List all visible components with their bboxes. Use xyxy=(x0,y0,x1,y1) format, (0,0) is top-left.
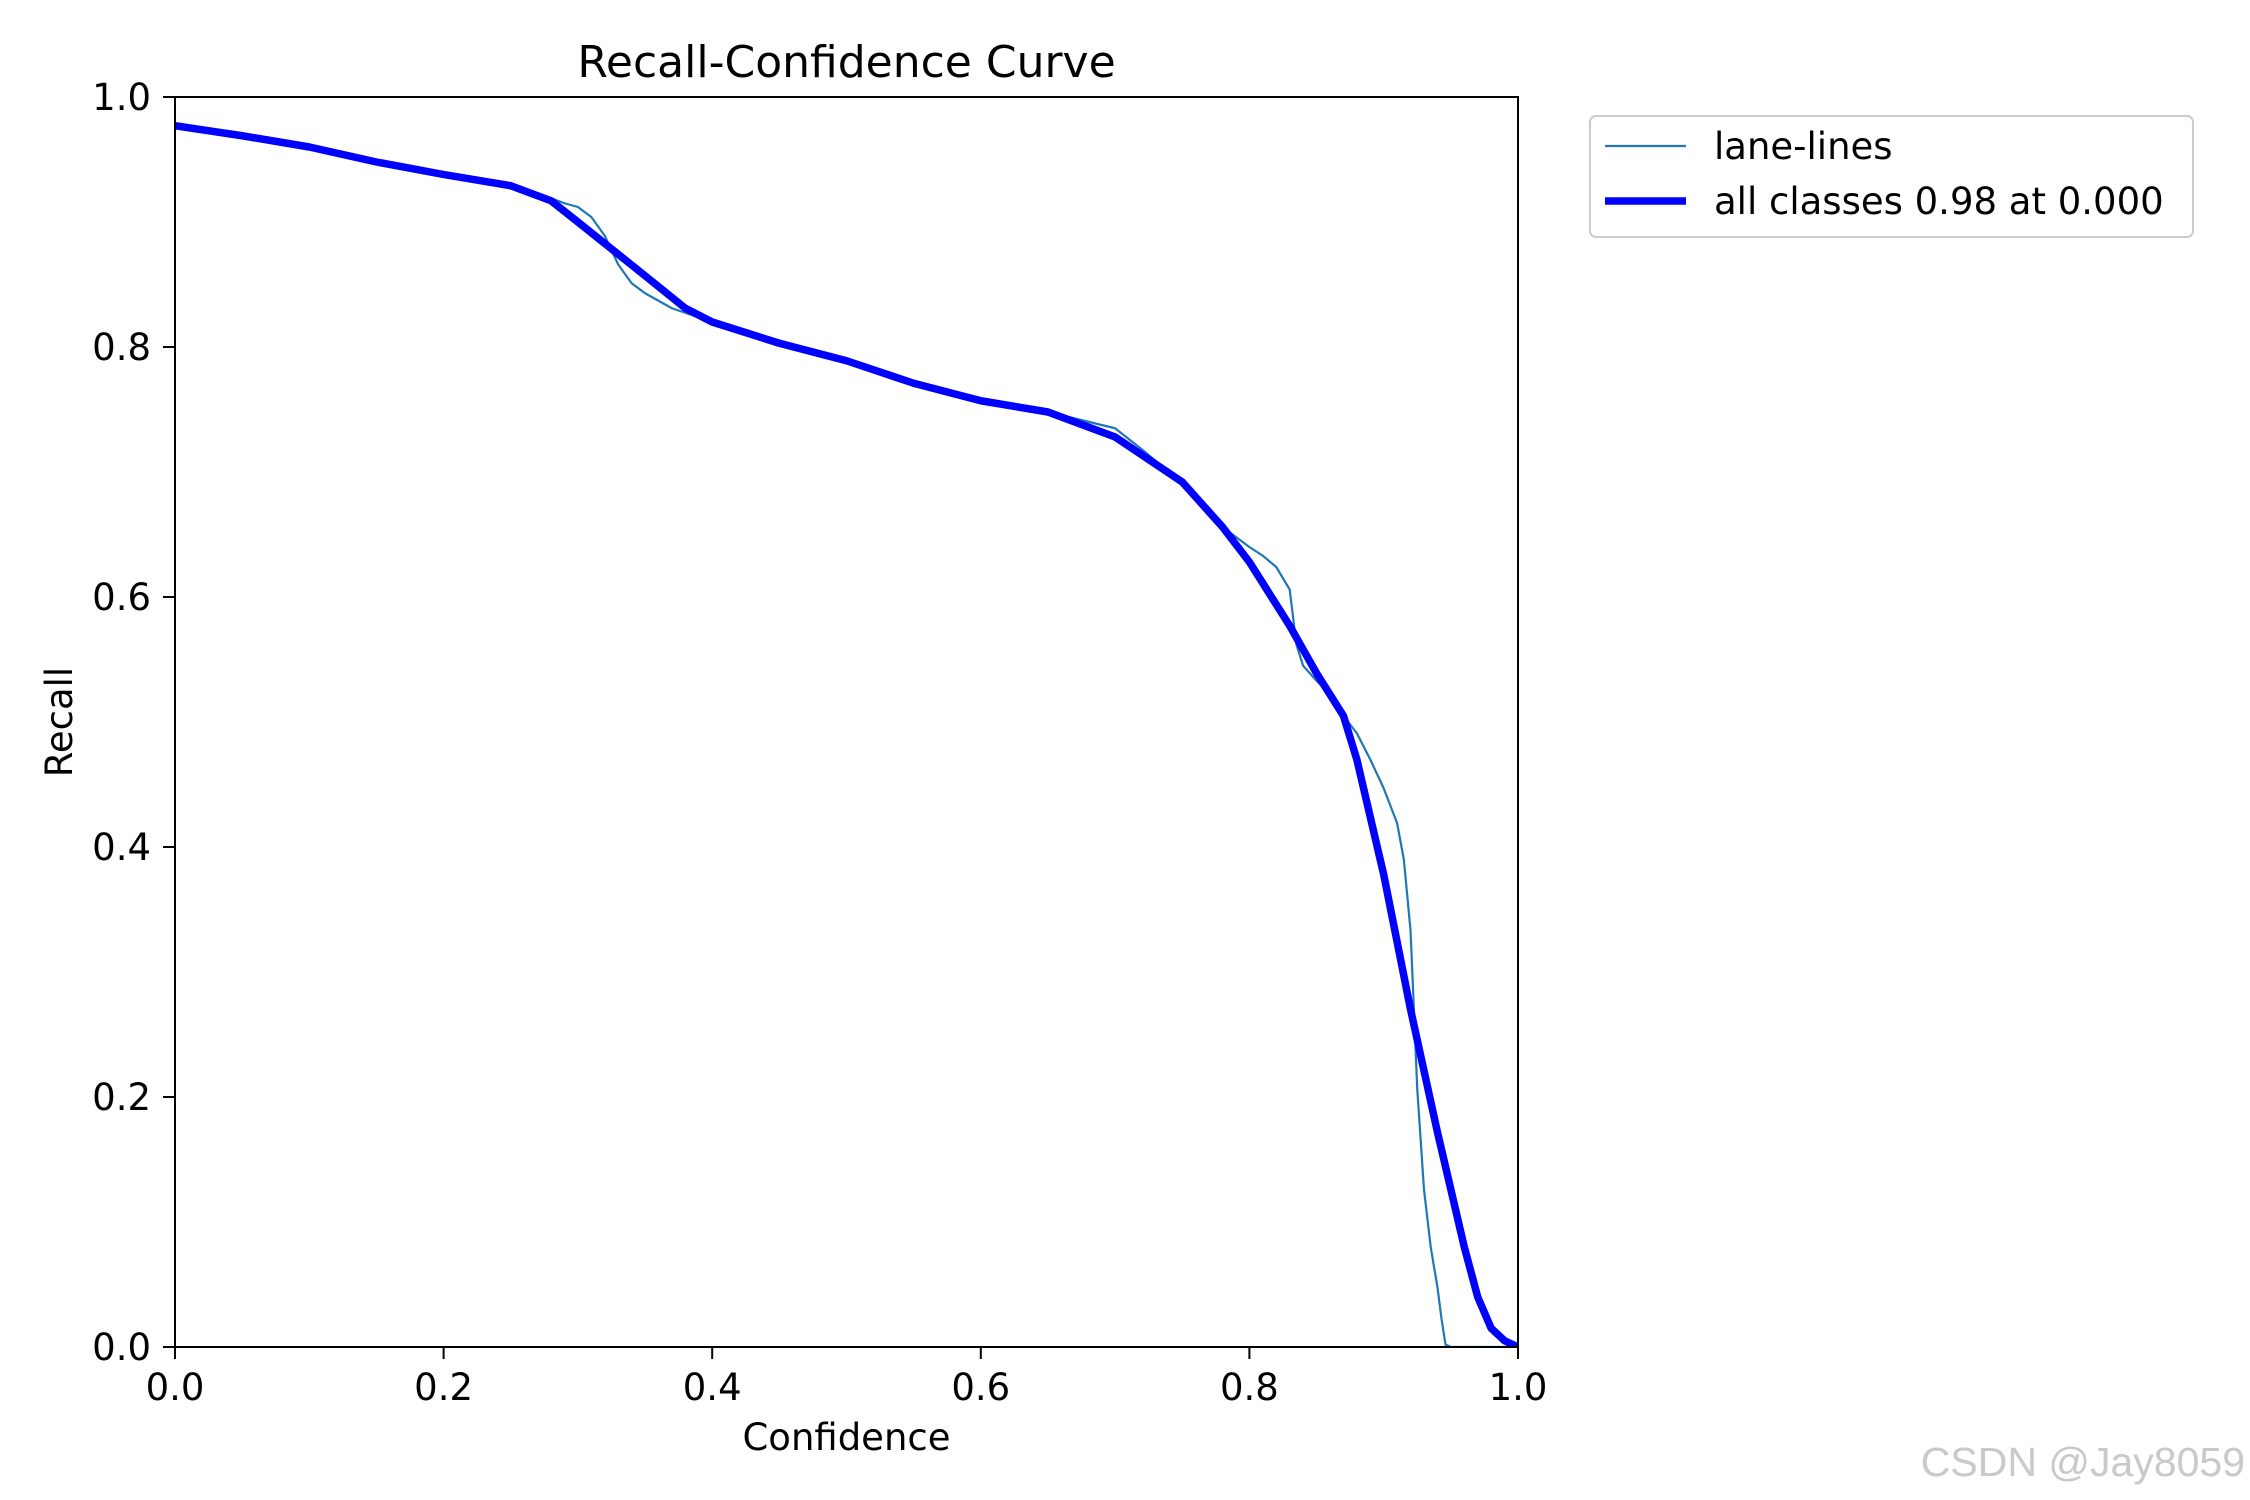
y-tick-label: 0.6 xyxy=(92,576,151,619)
watermark: CSDN @Jay8059 xyxy=(1921,1439,2245,1485)
series-line-all-classes-0-98-at-0-000 xyxy=(175,122,1518,1347)
x-tick-label: 0.8 xyxy=(1220,1366,1279,1409)
legend-label-all-classes: all classes 0.98 at 0.000 xyxy=(1714,180,2164,223)
y-tick-label: 0.2 xyxy=(92,1076,151,1119)
x-axis-label: Confidence xyxy=(742,1416,950,1459)
x-tick-label: 0.0 xyxy=(146,1366,205,1409)
y-axis-ticks: 0.0 0.2 0.4 0.6 0.8 1.0 xyxy=(92,76,175,1369)
x-tick-label: 0.4 xyxy=(683,1366,742,1409)
legend-frame xyxy=(1589,115,2194,238)
y-axis-label: Recall xyxy=(38,667,81,777)
y-tick-label: 0.0 xyxy=(92,1326,151,1369)
x-tick-label: 0.6 xyxy=(951,1366,1010,1409)
y-tick-label: 0.4 xyxy=(92,826,151,869)
y-tick-label: 1.0 xyxy=(92,76,151,119)
series-layer xyxy=(175,122,1518,1347)
x-tick-label: 1.0 xyxy=(1489,1366,1548,1409)
legend-label-lane-lines: lane-lines xyxy=(1714,125,1893,168)
x-tick-label: 0.2 xyxy=(414,1366,473,1409)
plot-frame xyxy=(174,96,1519,1348)
x-axis-ticks: 0.0 0.2 0.4 0.6 0.8 1.0 xyxy=(146,1347,1548,1409)
legend: lane-lines all classes 0.98 at 0.000 xyxy=(1589,115,2194,238)
y-tick-label: 0.8 xyxy=(92,326,151,369)
chart-title: Recall-Confidence Curve xyxy=(577,37,1115,88)
